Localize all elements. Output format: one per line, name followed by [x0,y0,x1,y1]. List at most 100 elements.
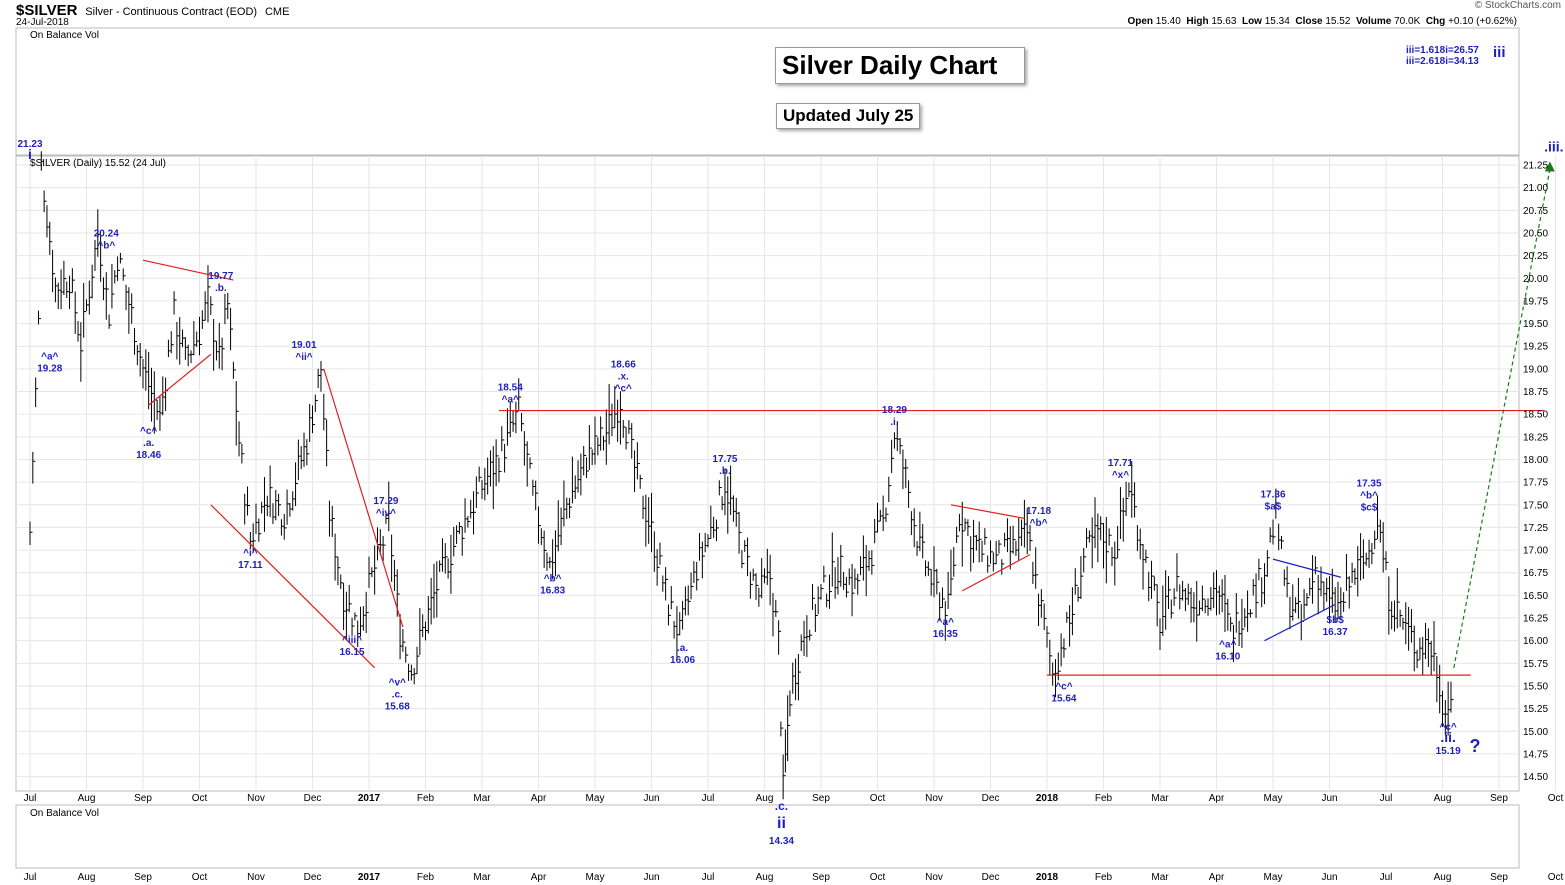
close-value: 15.52 [1325,16,1351,27]
wave-label: 19.28 [37,364,62,375]
wave-ii-label: .c. [775,799,788,813]
y-tick-label: 16.50 [1523,591,1548,602]
wave-label: ^c^ [615,384,632,395]
trendline [1264,603,1336,642]
bottom-indicator-label: On Balance Vol [30,808,99,819]
symbol-description: Silver - Continuous Contract (EOD) [85,6,258,18]
y-tick-label: 19.25 [1523,342,1548,353]
y-tick-label: 16.00 [1523,636,1548,647]
x-tick-label: Sep [812,872,830,883]
chart-date: 24-Jul-2018 [16,17,69,28]
wave-label: ^c^ [1055,681,1072,692]
x-tick-label: 2017 [358,872,381,883]
x-tick-label: Dec [982,872,1000,883]
trendline [323,368,404,628]
y-tick-label: 19.75 [1523,296,1548,307]
x-tick-label: Aug [1434,793,1452,804]
fib-notes: iii=1.618i=26.57 iii=2.618i=34.13 [1406,45,1479,67]
y-tick-label: 17.25 [1523,523,1548,534]
x-tick-label: Oct [1548,872,1564,883]
x-tick-label: Nov [925,793,943,804]
x-tick-label: Oct [870,793,886,804]
x-tick-label: Aug [78,872,96,883]
wave-label: $a$ [1265,501,1282,512]
x-tick-label: Aug [756,872,774,883]
wave-label: 16.10 [1215,652,1240,663]
x-tick-label: Oct [1548,793,1564,804]
wave-label: 15.19 [1436,746,1461,757]
wave-label: ^ii^ [295,352,312,363]
x-tick-label: Feb [1095,793,1113,804]
updated-label: Updated July 25 [776,103,921,129]
x-tick-label: Feb [417,793,435,804]
x-tick-label: 2017 [358,793,381,804]
wave-label: 21.23 [17,139,42,150]
wave-label: 18.66 [611,360,636,371]
x-tick-label: Apr [1209,872,1225,883]
y-tick-label: 21.25 [1523,161,1548,172]
volume-label: Volume [1355,16,1392,27]
wave-labels: 21.23i^a^19.2820.24^b^^c^.a.18.4619.77.b… [17,139,1480,847]
x-tick-label: Jul [702,872,715,883]
wave-label: 18.29 [882,405,907,416]
x-tick-label: Nov [247,872,265,883]
projection-arrowhead [1544,161,1555,172]
wave-label: $c$ [1361,502,1378,513]
wave-label: 18.46 [136,450,161,461]
x-tick-label: Aug [756,793,774,804]
wave-label: 17.11 [238,560,263,571]
price-panel [15,155,1520,792]
fib-note-1: iii=1.618i=26.57 [1406,45,1479,56]
wave-label: 19.77 [208,271,233,282]
wave-label: .b. [719,466,731,477]
x-tick-label: Mar [473,872,491,883]
exchange: CME [264,6,290,18]
y-tick-label: 17.50 [1523,500,1548,511]
wave-label: 16.15 [340,647,365,658]
wave-label: .b. [215,283,227,294]
y-tick-label: 18.75 [1523,387,1548,398]
x-tick-label: Mar [1151,872,1169,883]
low-value: 15.34 [1264,16,1290,27]
wave-label: $b$ [1327,615,1345,626]
y-tick-label: 18.25 [1523,432,1548,443]
chart-header-title: $SILVER Silver - Continuous Contract (EO… [16,2,289,19]
trendline [210,504,376,669]
x-tick-label: Apr [531,793,547,804]
y-tick-label: 20.00 [1523,274,1548,285]
wave-label: 19.01 [292,340,317,351]
wave-label: 16.83 [540,585,565,596]
price-bars [29,151,1454,800]
x-tick-label: Jul [1380,793,1393,804]
open-label: Open [1127,16,1153,27]
projection-label: .iii. [1544,139,1563,155]
trendline [950,504,1025,519]
top-indicator-label: On Balance Vol [30,30,99,41]
trendline [148,353,212,406]
open-value: 15.40 [1155,16,1181,27]
x-tick-label: Oct [192,793,208,804]
wave-label: ^b^ [1030,518,1048,529]
x-tick-label: Oct [192,872,208,883]
y-tick-label: 14.75 [1523,749,1548,760]
x-tick-label: Nov [247,793,265,804]
x-tick-label: May [1264,872,1283,883]
x-tick-label: Apr [531,872,547,883]
trendline [961,554,1031,592]
y-tick-label: 21.00 [1523,183,1548,194]
wave-label: ^a^ [937,617,954,628]
x-tick-label: Dec [982,793,1000,804]
x-tick-label: Sep [812,793,830,804]
price-legend: $SILVER (Daily) 15.52 (24 Jul) [30,158,166,169]
close-label: Close [1295,16,1323,27]
y-axis: 21.25 21.00 20.75 20.50 20.25 20.00 19.75 19.50… [1523,161,1548,784]
wave-label: ^iii^ [342,635,362,646]
y-tick-label: 19.00 [1523,364,1548,375]
wave-label: ^a^ [41,352,58,363]
y-tick-label: 14.50 [1523,772,1548,783]
wave-label: ^i^ [243,548,258,559]
wave-label: i [28,146,32,162]
x-tick-label: May [586,872,605,883]
wave-label: ^a^ [1219,640,1236,651]
